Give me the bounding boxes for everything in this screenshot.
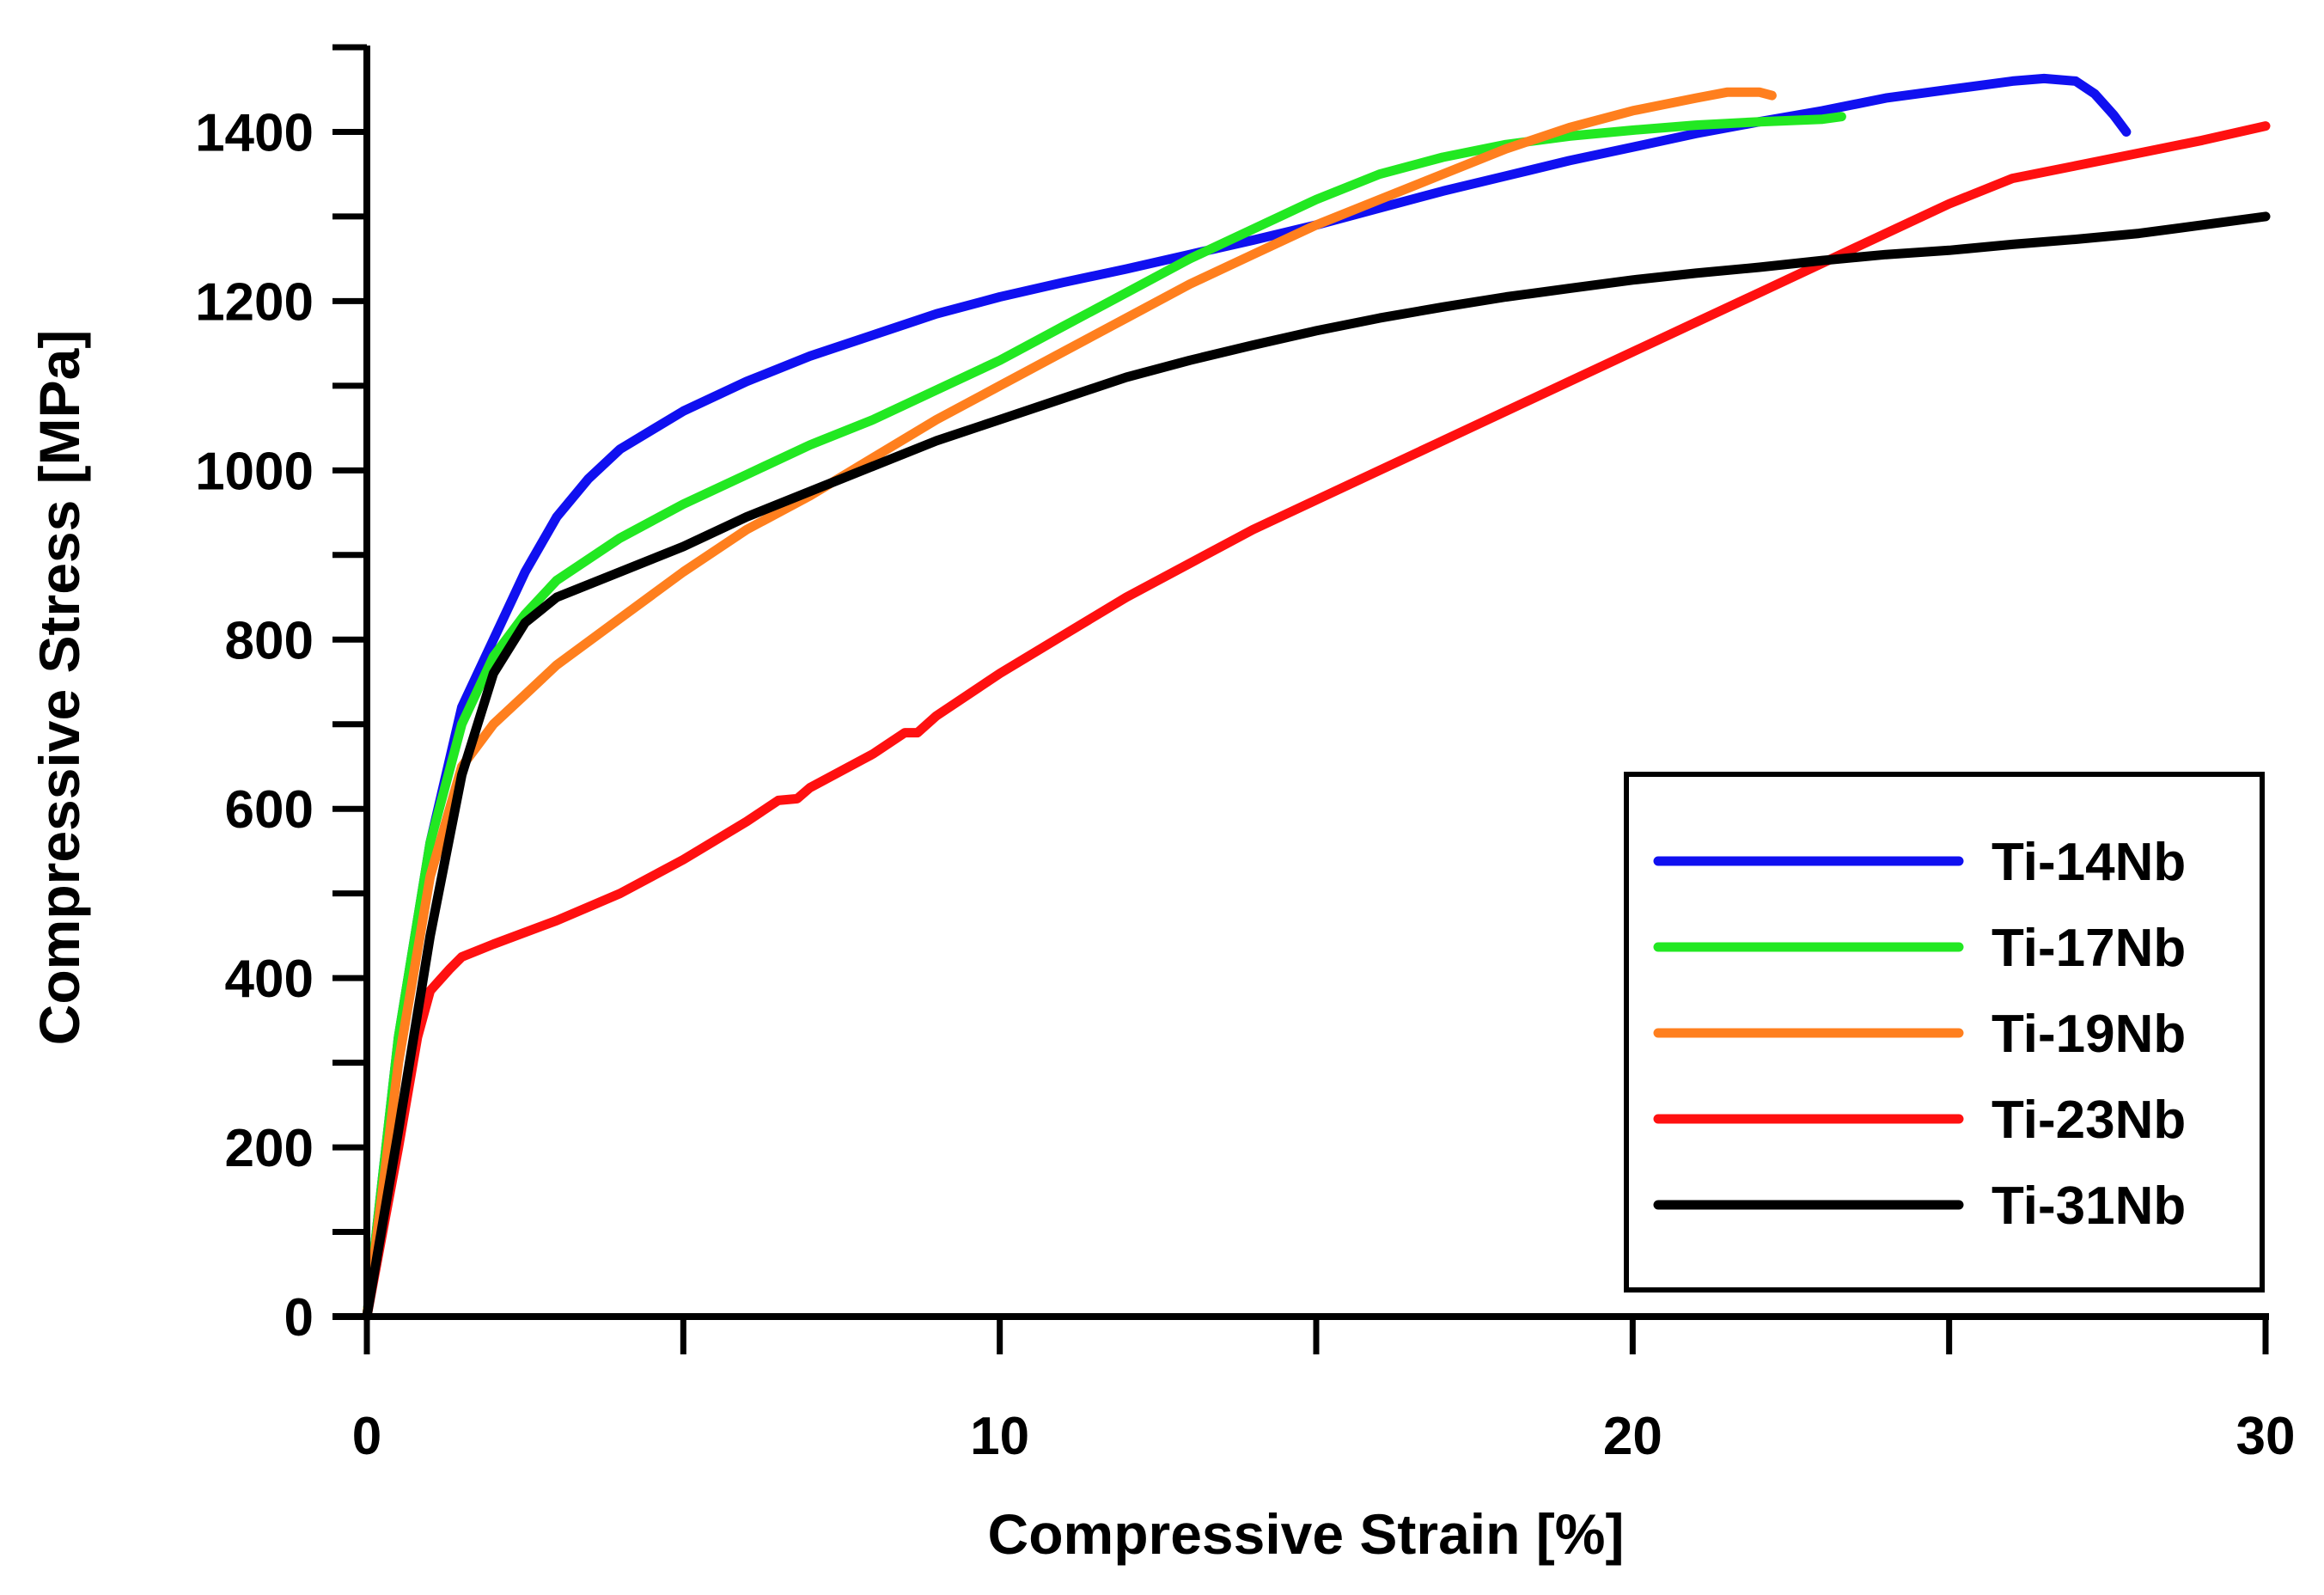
y-tick-label: 1400 <box>195 103 314 162</box>
y-axis-title: Compressive Stress [MPa] <box>27 330 91 1046</box>
ticks-layer: 0 200 400 600 800 1000 1200 1400 0 10 20 30 <box>195 44 2296 1466</box>
legend-label: Ti-31Nb <box>1992 1176 2186 1236</box>
x-tick-label: 0 <box>352 1407 381 1466</box>
series-line-ti-19nb <box>362 87 1777 1322</box>
legend-items: Ti-14Nb Ti-17Nb Ti-19Nb Ti-23Nb Ti-31Nb <box>1653 833 2186 1236</box>
x-axis-title: Compressive Strain [%] <box>988 1502 1625 1566</box>
legend-label: Ti-17Nb <box>1992 919 2186 978</box>
x-tick-label: 20 <box>1603 1407 1662 1466</box>
y-tick-label: 0 <box>284 1288 314 1348</box>
legend-label: Ti-14Nb <box>1992 833 2186 892</box>
legend-label: Ti-23Nb <box>1992 1091 2186 1150</box>
legend-label: Ti-19Nb <box>1992 1005 2186 1064</box>
x-tick-label: 10 <box>970 1407 1029 1466</box>
y-tick-label: 200 <box>225 1119 314 1178</box>
y-tick-label: 1200 <box>195 272 314 332</box>
y-tick-label: 400 <box>225 950 314 1009</box>
y-tick-label: 600 <box>225 780 314 840</box>
y-tick-label: 1000 <box>195 442 314 501</box>
legend: Ti-14Nb Ti-17Nb Ti-19Nb Ti-23Nb Ti-31Nb <box>1624 772 2265 1292</box>
x-tick-label: 30 <box>2236 1407 2296 1466</box>
series-line-ti-17nb <box>362 112 1846 1322</box>
series-line-ti-31nb <box>362 211 2271 1322</box>
series-layer <box>362 73 2271 1322</box>
y-tick-label: 800 <box>225 611 314 670</box>
series-line-ti-23nb <box>362 121 2271 1322</box>
